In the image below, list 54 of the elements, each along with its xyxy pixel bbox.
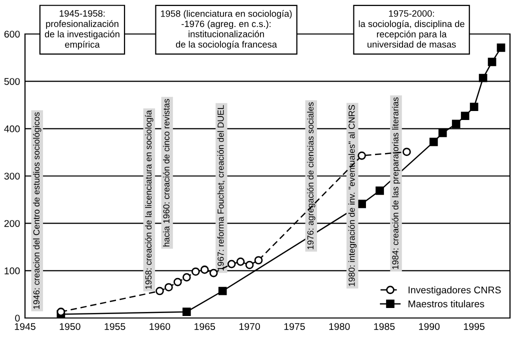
point xyxy=(182,308,191,316)
point xyxy=(191,267,200,276)
y-tick-label: 200 xyxy=(4,220,20,227)
x-tick-label: 1990 xyxy=(419,323,440,330)
y-tick-label: 300 xyxy=(4,172,20,180)
y-tick-label: 600 xyxy=(4,30,20,38)
annotation: 1945-1958: profesionalización de la investigación empírica xyxy=(44,10,120,50)
point xyxy=(227,260,236,268)
point xyxy=(209,268,218,278)
annotation: 1967: reforma Fouchet, creación del DUEL xyxy=(217,105,225,270)
x-tick-label: 1970 xyxy=(239,323,260,330)
legend-label: Investigadores CNRS xyxy=(408,286,501,296)
legend-label: Maestros titulares xyxy=(408,300,484,308)
annotation: 1946: creacion del Centro de estudios sociológicos xyxy=(32,112,42,309)
x-tick-label: 1950 xyxy=(60,323,80,330)
point xyxy=(438,128,447,138)
point xyxy=(429,138,438,146)
annotation: 1984: creación de las preparatorias literarias xyxy=(392,97,400,270)
annotation: 1975-2000: la sociología, disciplina de recepción para la universidad de masas xyxy=(358,10,464,48)
point xyxy=(376,186,384,195)
point xyxy=(496,44,506,52)
point xyxy=(164,283,173,292)
point xyxy=(402,148,411,156)
x-tick-label: 1965 xyxy=(194,323,216,330)
point xyxy=(478,74,488,82)
point xyxy=(254,256,263,264)
annotation: 1958 (licenciatura en sociología) -1976 (agreg. en c.s.): institucionalización de la sociología francesa xyxy=(160,10,292,50)
x-tick-label: 1985 xyxy=(374,323,395,330)
point xyxy=(488,58,496,66)
point xyxy=(358,151,366,160)
point xyxy=(460,112,470,120)
point xyxy=(452,120,460,128)
x-tick-label: 1945 xyxy=(14,323,36,330)
x-tick-label: 1995 xyxy=(464,323,484,330)
annotation: 1980: integración de inv. "eventuales" al CNRS xyxy=(348,105,357,286)
x-tick-label: 1980 xyxy=(329,323,350,330)
point xyxy=(470,102,478,112)
point xyxy=(156,286,164,296)
point xyxy=(174,278,182,286)
annotation: hacia 1960: creación de cinco revistas xyxy=(162,98,170,246)
annotation: 1958: creación de la licenciatura en sociología xyxy=(145,110,154,289)
y-tick-label: 500 xyxy=(4,78,20,85)
x-tick-label: 1960 xyxy=(150,323,170,330)
y-tick-label: 100 xyxy=(4,267,20,274)
point xyxy=(245,260,254,270)
y-tick-label: 400 xyxy=(4,125,20,132)
point xyxy=(200,266,209,274)
annotation: 1976: agregación de ciencias sociales xyxy=(307,102,316,250)
point xyxy=(182,273,191,282)
point xyxy=(218,286,227,296)
y-tick-label: 0 xyxy=(15,314,20,322)
x-tick-label: 1975 xyxy=(284,323,305,330)
point xyxy=(236,258,245,266)
x-tick-label: 1955 xyxy=(104,323,126,330)
